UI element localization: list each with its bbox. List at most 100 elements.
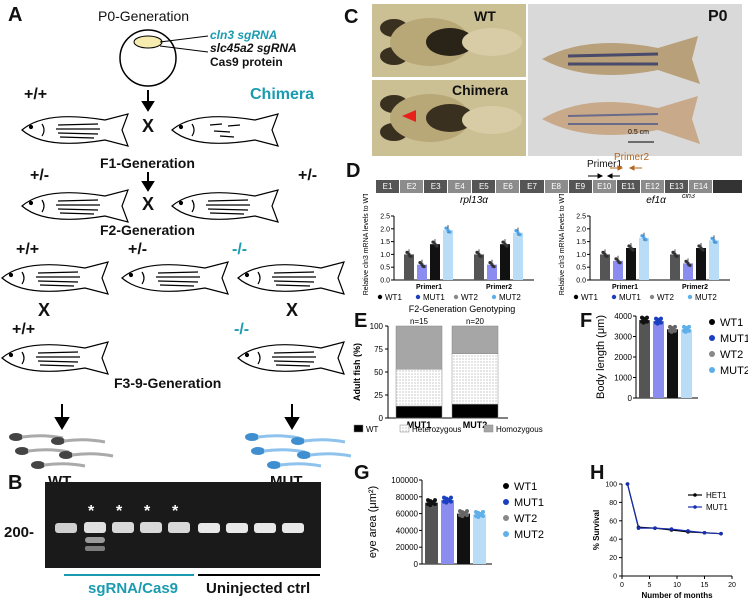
data-point [669, 527, 674, 531]
y-tick-label: 2.5 [380, 214, 390, 221]
bar [670, 254, 680, 280]
inject-cas9: Cas9 protein [210, 55, 283, 69]
survival-chart: % Survival 0 20 40 60 80 100 0 5 10 15 20 Number of … [592, 482, 736, 601]
exon-10: E10 [592, 180, 616, 193]
bar [667, 329, 678, 398]
data-point [701, 248, 705, 252]
data-point [618, 261, 622, 265]
data-point [673, 252, 677, 256]
p0-generation-title: P0-Generation [98, 8, 190, 24]
data-point [673, 324, 677, 329]
bar [683, 263, 693, 280]
legend-label: MUT1 [720, 333, 748, 345]
x-tick-label: 20 [728, 582, 736, 589]
legend-marker [491, 294, 497, 300]
bottom-genotype-mut: -/- [234, 321, 250, 338]
data-point [475, 250, 479, 254]
group-line-sgrna [64, 574, 194, 576]
n-label: n=15 [410, 317, 429, 326]
panel-label-b: B [8, 472, 23, 494]
y-tick-label: 80000 [396, 493, 419, 502]
data-point [465, 509, 469, 514]
bar [425, 502, 438, 564]
f3-9-generation-title: F3-9-Generation [114, 375, 222, 391]
legend-marker [573, 294, 579, 300]
y-axis-label: eye area (μm²) [368, 486, 379, 558]
y-tick-label: 3000 [614, 333, 632, 342]
fish-icon [237, 341, 345, 375]
gel-bands [55, 522, 304, 551]
f2-genotype-wt: +/+ [16, 241, 40, 258]
data-point [697, 244, 701, 248]
gel-star: * [144, 503, 151, 520]
yolk-icon [133, 35, 163, 49]
legend-marker [453, 294, 459, 300]
data-point [719, 531, 723, 536]
genotype-wt: +/+ [24, 86, 48, 103]
data-point [409, 254, 413, 258]
legend-label: MUT2 [514, 529, 544, 541]
chart-title: rpl13α [460, 195, 488, 206]
y-tick-label: 60000 [396, 510, 419, 519]
legend-marker [611, 294, 617, 300]
legend-label: WT1 [514, 481, 537, 493]
bar [639, 320, 650, 398]
legend-label: MUT1 [706, 503, 728, 512]
y-tick-label: 80 [609, 500, 617, 507]
bar [639, 237, 649, 280]
data-point [433, 498, 437, 503]
bar [500, 244, 510, 280]
bar [487, 264, 497, 280]
x-tick-label: 0 [620, 582, 624, 589]
data-point [687, 328, 691, 333]
cross-symbol: X [286, 300, 299, 320]
data-point [686, 261, 690, 265]
fish-icon [121, 261, 229, 295]
exon-9: E9 [568, 180, 592, 193]
cross-symbol: X [142, 194, 155, 214]
exon-6: E6 [496, 180, 520, 193]
x-axis-label: Number of months [641, 591, 713, 600]
primer2-label: Primer2 [614, 152, 650, 163]
data-point [614, 257, 618, 261]
legend-label: WT2 [657, 293, 674, 302]
stacked-bar-segment [451, 325, 499, 354]
y-tick-label: 100 [605, 482, 617, 489]
panel-label-f: F [580, 310, 593, 332]
stacked-bar-segment [451, 353, 499, 405]
legend-label: HET1 [706, 491, 727, 500]
data-point [644, 238, 648, 242]
data-point [418, 261, 422, 265]
chart-title: ef1α [646, 195, 666, 206]
x-tick-label: Primer1 [416, 284, 442, 291]
y-tick-label: 1.0 [576, 252, 586, 259]
exon-7: E7 [520, 180, 544, 193]
x-tick-label: 15 [701, 582, 709, 589]
data-point [625, 482, 630, 486]
inject-cln3: cln3 sgRNA [210, 28, 278, 42]
fish-icon [21, 113, 129, 147]
stacked-bar-segment [451, 403, 499, 419]
panel-label-c: C [344, 6, 359, 28]
adult-fish-photo [528, 4, 742, 156]
y-tick-label: 0 [379, 414, 384, 423]
legend-marker [709, 351, 715, 357]
legend-label: WT1 [385, 293, 402, 302]
bar [430, 244, 440, 280]
data-point [446, 228, 450, 232]
y-tick-label: 0.0 [576, 278, 586, 285]
legend-swatch [483, 424, 494, 433]
f2-genotype-hom: -/- [232, 241, 248, 258]
group-label-sgrna: sgRNA/Cas9 [88, 580, 179, 597]
y-tick-label: 100000 [391, 476, 418, 485]
y-tick-label: 60 [609, 518, 617, 525]
x-tick-label: Primer1 [612, 284, 638, 291]
data-point [481, 513, 485, 518]
legend-label: WT2 [514, 513, 537, 525]
f1-genotype-left: +/- [30, 167, 50, 184]
data-point [686, 529, 690, 533]
stacked-bar-segment [395, 325, 443, 370]
legend-swatch [353, 424, 364, 433]
legend-marker [693, 505, 697, 509]
fish-icon [1, 341, 109, 375]
